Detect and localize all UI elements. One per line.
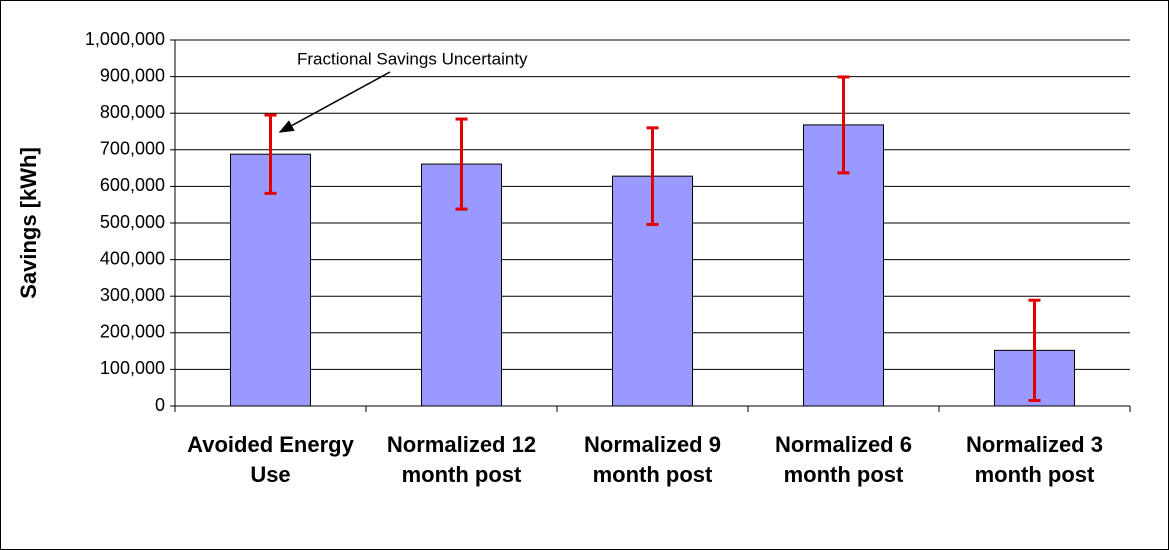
bar (230, 153, 311, 407)
x-tick-label: Normalized 6 month post (775, 432, 912, 487)
annotation: Fractional Savings Uncertainty (297, 49, 528, 68)
x-tick-label: Normalized 12 month post (386, 432, 537, 487)
error-bar (264, 113, 277, 195)
y-tick-label: 800,000 (100, 102, 165, 122)
error-bar (646, 126, 659, 226)
x-tick-label: Normalized 3 month post (966, 432, 1103, 487)
x-tick-label: Avoided Energy Use (187, 432, 354, 487)
y-tick-label: 200,000 (100, 322, 165, 342)
y-tick-label: 0 (155, 395, 165, 415)
x-tick-label: Normalized 9 month post (584, 432, 721, 487)
y-tick-label: 300,000 (100, 285, 165, 305)
y-tick-label: 700,000 (100, 139, 165, 159)
y-tick-label: 500,000 (100, 212, 165, 232)
error-bar (837, 75, 850, 175)
error-bar (455, 117, 468, 211)
y-tick-label: 900,000 (100, 65, 165, 85)
error-bar (1028, 298, 1041, 403)
y-tick-label: 100,000 (100, 358, 165, 378)
y-axis-label: Savings [kWh] (16, 147, 41, 299)
y-tick-label: 400,000 (100, 248, 165, 268)
y-tick-label: 1,000,000 (85, 29, 165, 49)
annotation-arrow (278, 71, 391, 133)
y-tick-label: 600,000 (100, 175, 165, 195)
